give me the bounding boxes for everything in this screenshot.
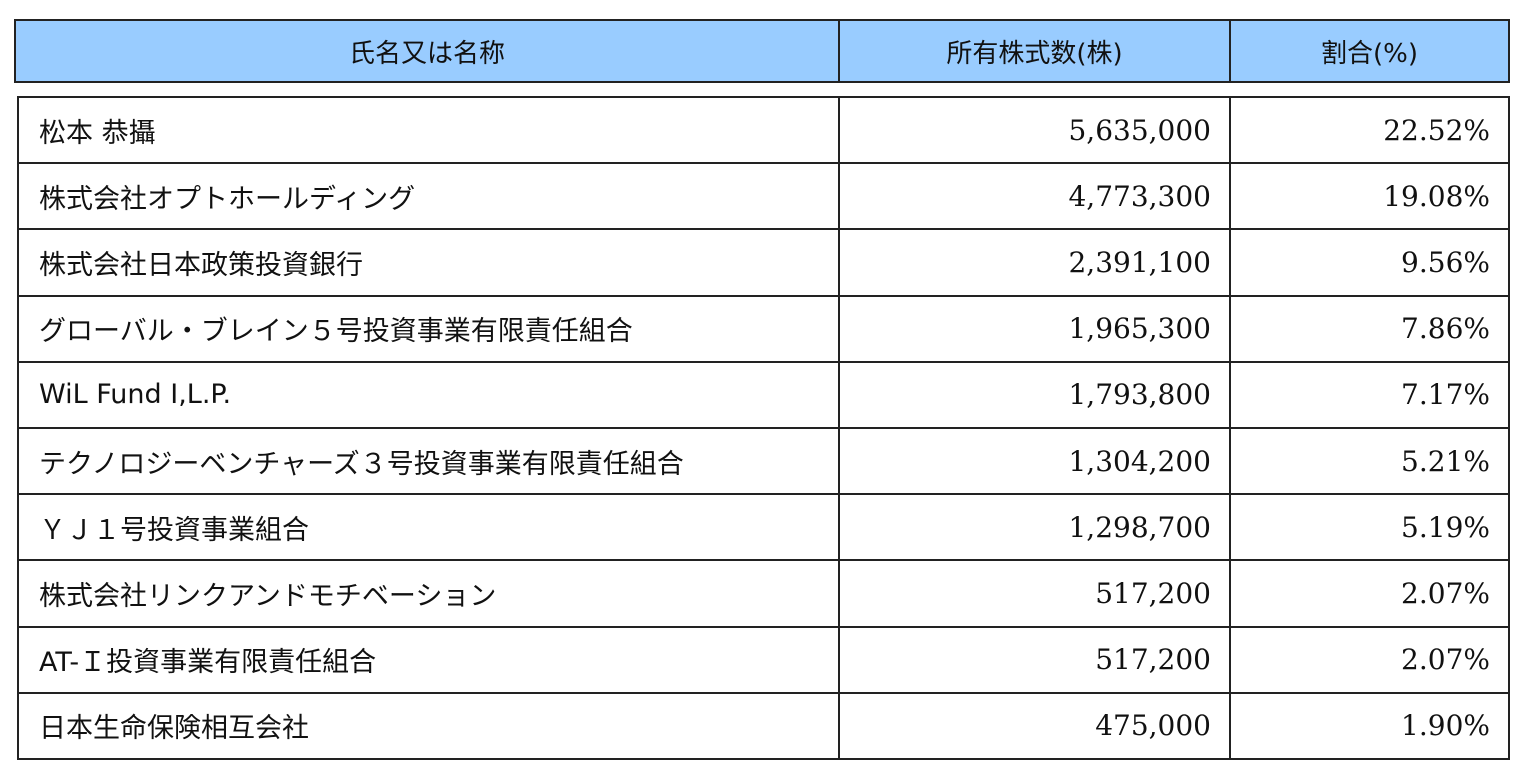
shareholder-name: 株式会社日本政策投資銀行 <box>19 230 840 295</box>
table-row: グローバル・ブレイン５号投資事業有限責任組合 1,965,300 7.86% <box>19 296 1508 363</box>
table-row: ＹＪ１号投資事業組合 1,298,700 5.19% <box>19 495 1508 562</box>
share-ratio: 5.21% <box>1401 444 1490 478</box>
table-row: テクノロジーベンチャーズ３号投資事業有限責任組合 1,304,200 5.21% <box>19 429 1508 496</box>
share-ratio: 7.17% <box>1401 378 1490 412</box>
header-shares: 所有株式数(株) <box>840 21 1231 81</box>
share-count: 5,635,000 <box>840 98 1231 163</box>
header-name: 氏名又は名称 <box>16 21 840 81</box>
shareholder-table: 松本 恭攝 5,635,000 22.52% 株式会社オプトホールディング 4,… <box>17 96 1510 760</box>
share-ratio: 19.08% <box>1383 179 1490 213</box>
shareholder-name: 松本 恭攝 <box>19 98 840 163</box>
share-ratio: 2.07% <box>1401 577 1490 611</box>
table-row: AT-Ｉ投資事業有限責任組合 517,200 2.07% <box>19 627 1508 694</box>
shareholder-name: 株式会社オプトホールディング <box>19 164 840 229</box>
share-ratio: 9.56% <box>1401 246 1490 279</box>
table-row: WiL Fund I,L.P. 1,793,800 7.17% <box>19 362 1508 430</box>
shareholder-name: ＹＪ１号投資事業組合 <box>19 495 840 560</box>
share-ratio: 5.19% <box>1401 510 1490 544</box>
shareholder-name: WiL Fund I,L.P. <box>19 362 840 428</box>
table-row: 日本生命保険相互会社 475,000 1.90% <box>19 693 1508 759</box>
table-row: 株式会社オプトホールディング 4,773,300 19.08% <box>19 164 1508 231</box>
share-count: 1,304,200 <box>840 429 1231 494</box>
table-row: 株式会社リンクアンドモチベーション 517,200 2.07% <box>19 561 1508 628</box>
share-ratio: 1.90% <box>1401 709 1490 743</box>
header-ratio: 割合(%) <box>1321 38 1418 69</box>
share-ratio: 2.07% <box>1401 643 1490 677</box>
share-ratio: 22.52% <box>1383 113 1490 147</box>
shareholder-name: グローバル・ブレイン５号投資事業有限責任組合 <box>19 296 840 361</box>
share-count: 1,793,800 <box>840 362 1231 428</box>
table-header: 氏名又は名称 所有株式数(株) 割合(%) <box>14 19 1510 83</box>
share-count: 2,391,100 <box>840 230 1231 295</box>
table-row: 松本 恭攝 5,635,000 22.52% <box>19 98 1508 165</box>
share-count: 517,200 <box>840 627 1231 692</box>
shareholder-name: AT-Ｉ投資事業有限責任組合 <box>19 627 840 692</box>
share-count: 1,965,300 <box>840 296 1231 361</box>
share-count: 1,298,700 <box>840 495 1231 560</box>
shareholder-name: 日本生命保険相互会社 <box>19 693 840 759</box>
shareholder-name: 株式会社リンクアンドモチベーション <box>19 561 840 626</box>
share-count: 4,773,300 <box>840 164 1231 229</box>
share-ratio: 7.86% <box>1401 312 1490 346</box>
share-count: 475,000 <box>840 693 1231 759</box>
table-row: 株式会社日本政策投資銀行 2,391,100 9.56% <box>19 230 1508 297</box>
shareholder-name: テクノロジーベンチャーズ３号投資事業有限責任組合 <box>19 429 840 494</box>
share-count: 517,200 <box>840 561 1231 626</box>
